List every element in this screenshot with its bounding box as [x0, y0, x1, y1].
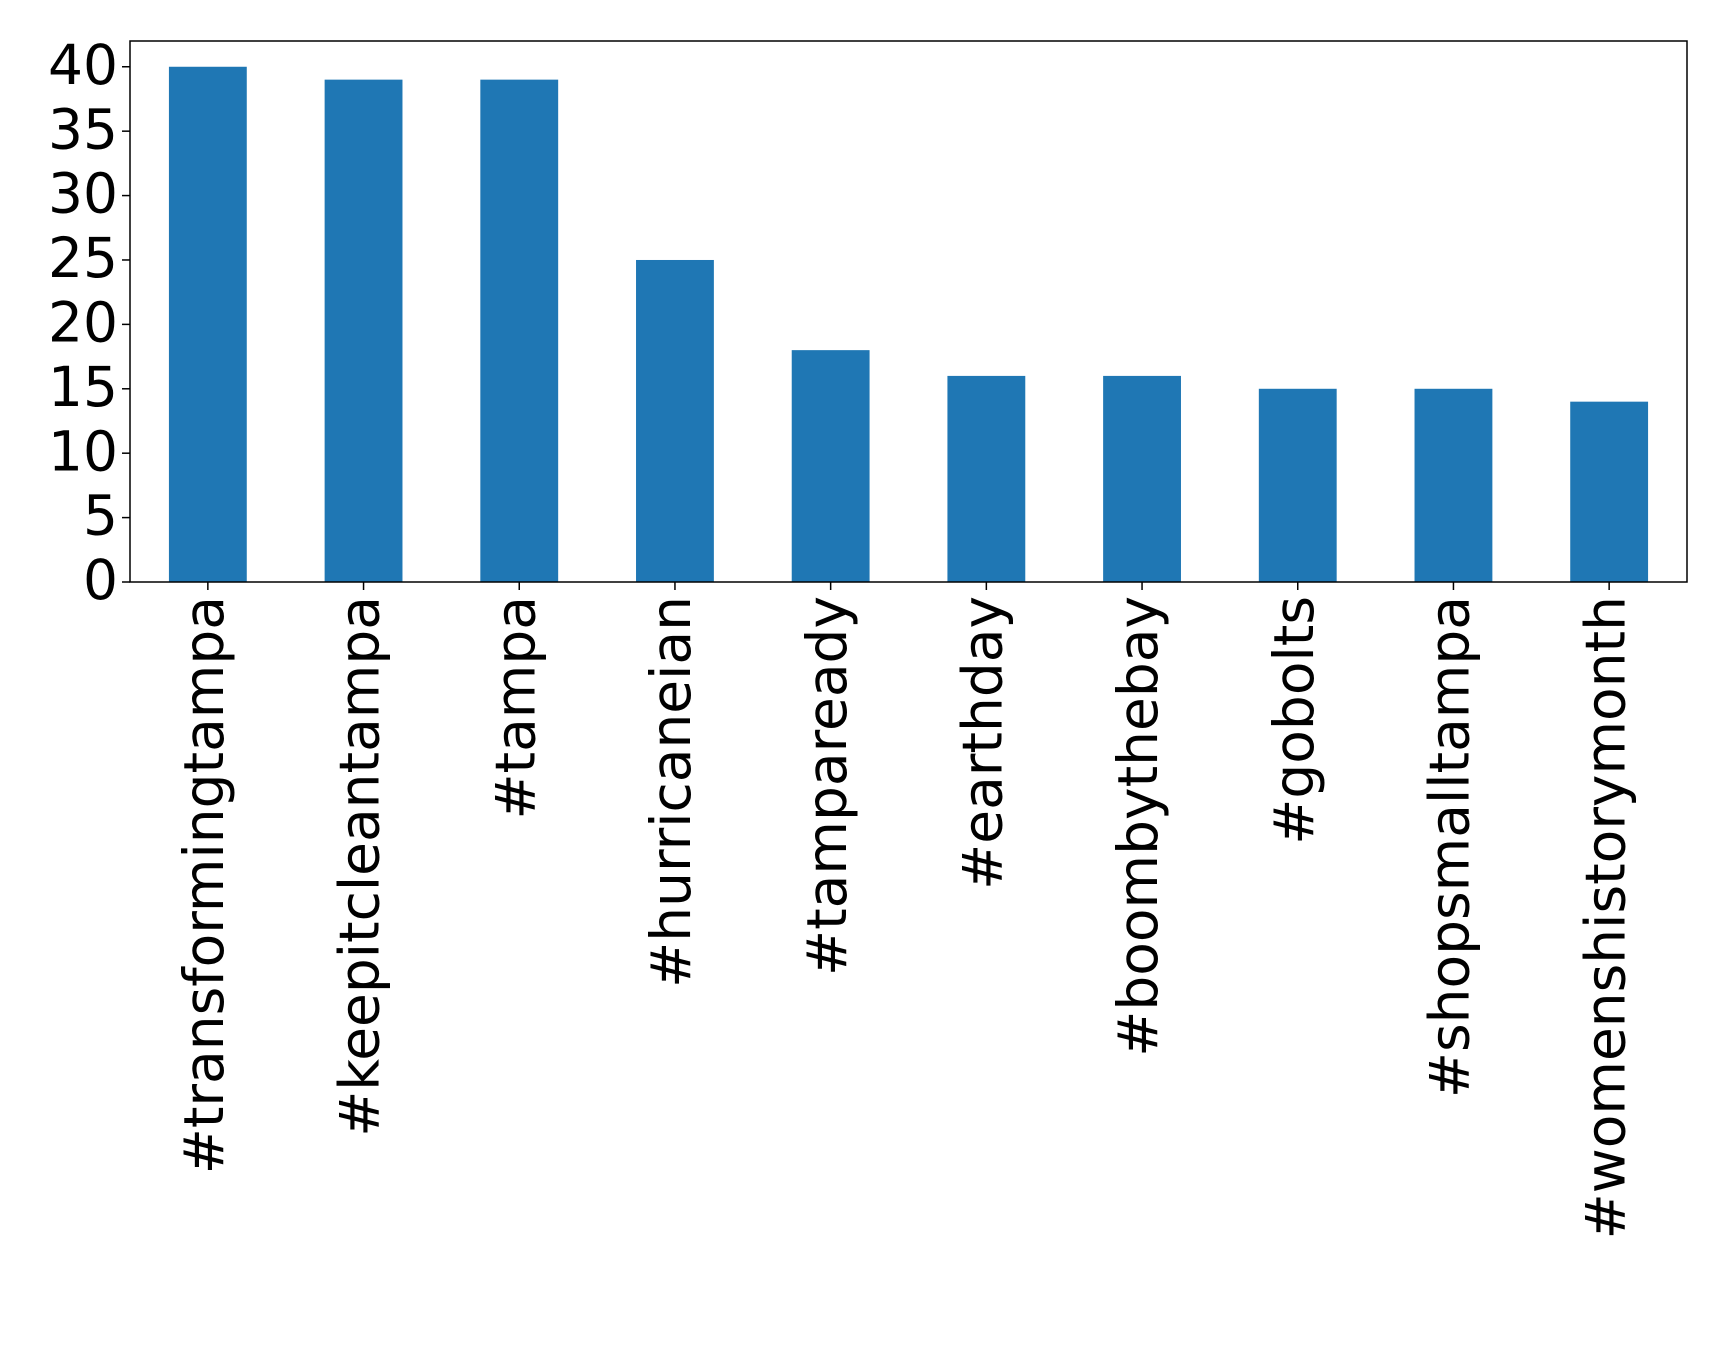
- y-tick-label: 15: [48, 355, 118, 419]
- x-tick-label: #gobolts: [1262, 596, 1326, 845]
- x-tick-label: #hurricaneian: [639, 596, 703, 988]
- y-tick-label: 20: [48, 291, 118, 355]
- x-tick-label: #earthday: [950, 596, 1014, 890]
- y-tick-label: 5: [83, 484, 118, 548]
- y-tick-label: 35: [48, 97, 118, 161]
- y-tick-label: 25: [48, 226, 118, 290]
- y-tick-label: 0: [83, 548, 118, 612]
- bar: [791, 350, 870, 582]
- plot-frame: [129, 40, 1688, 583]
- bar: [1103, 375, 1181, 582]
- bar: [480, 79, 559, 583]
- x-tick-label: #womenshistorymonth: [1573, 596, 1637, 1239]
- x-tick-label: #tampaready: [795, 596, 859, 976]
- bar: [1258, 388, 1337, 582]
- y-tick-label: 30: [48, 162, 118, 226]
- x-tick-label: #transformingtampa: [172, 596, 236, 1174]
- bar: [168, 66, 247, 582]
- bar: [636, 259, 714, 582]
- x-tick-label: #boombythebay: [1106, 596, 1170, 1057]
- bar: [324, 79, 403, 583]
- bar: [1414, 388, 1493, 582]
- y-tick-label: 10: [48, 419, 118, 483]
- y-tick-label: 40: [48, 33, 118, 97]
- x-tick-label: #keepitcleantampa: [328, 596, 392, 1137]
- bar: [1570, 401, 1649, 582]
- bar: [947, 375, 1026, 582]
- x-tick-label: #tampa: [483, 596, 547, 820]
- x-tick-label: #shopsmalltampa: [1418, 596, 1482, 1098]
